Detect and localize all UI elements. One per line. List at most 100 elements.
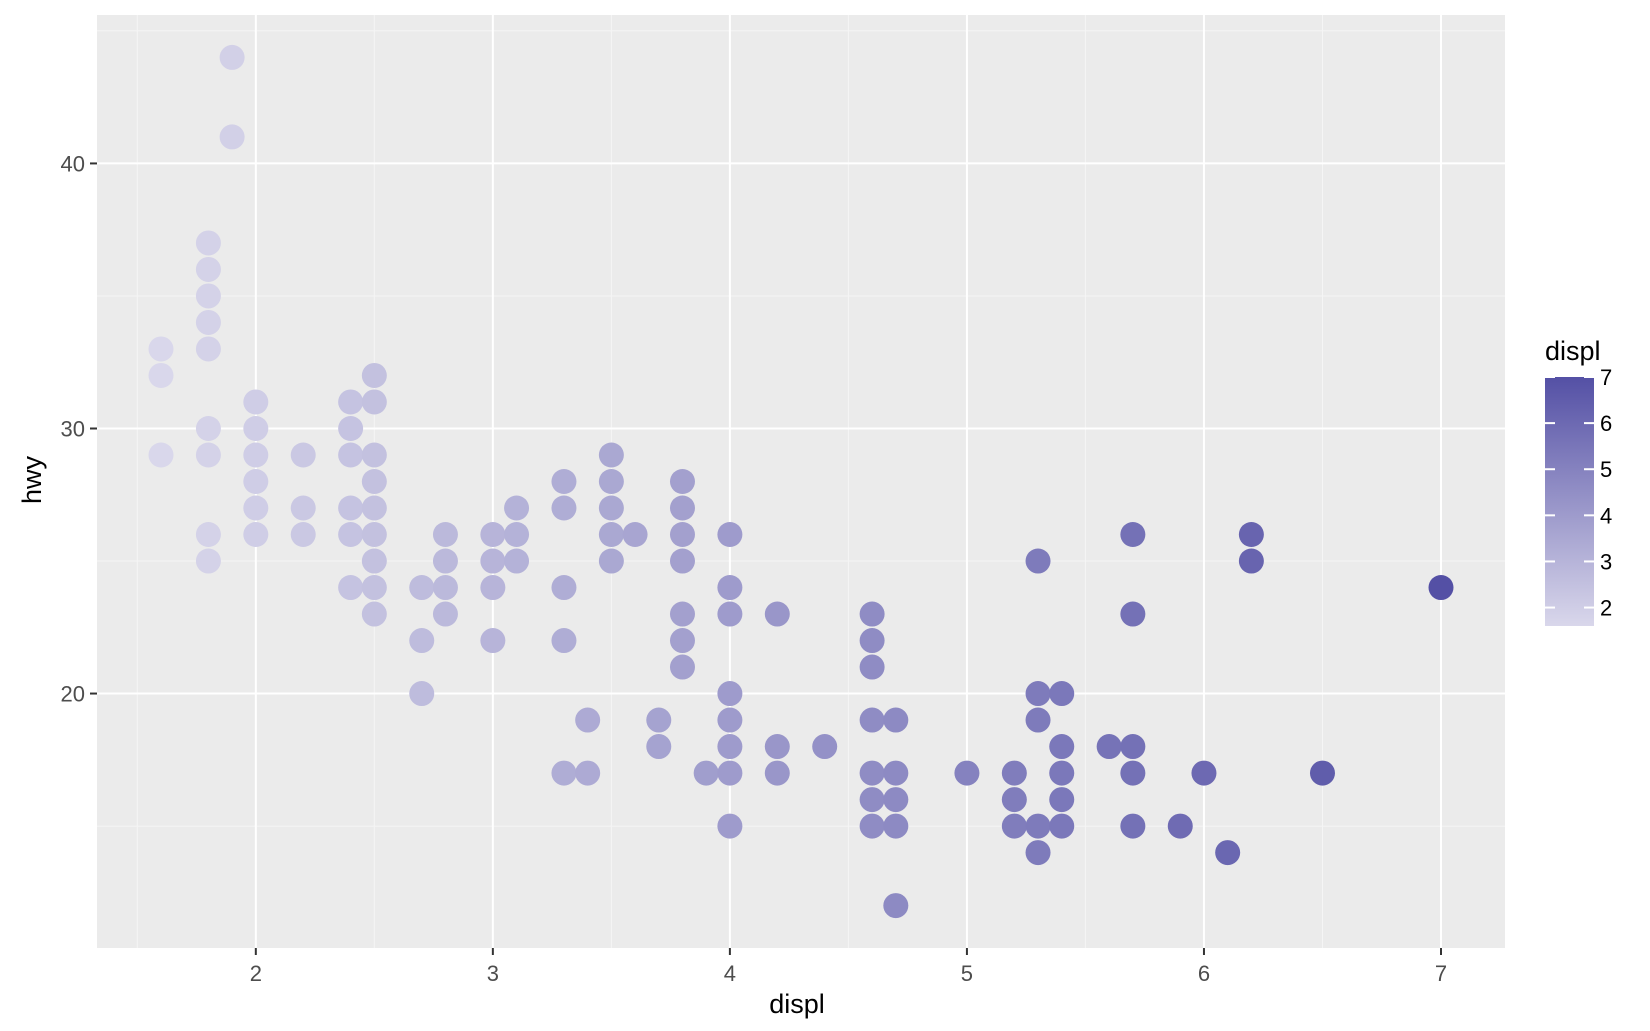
legend-tick-label: 3 xyxy=(1600,549,1612,574)
data-point xyxy=(409,575,435,601)
data-point xyxy=(1309,760,1335,786)
plot-panel xyxy=(97,15,1505,948)
data-point xyxy=(669,601,695,627)
data-point xyxy=(1215,840,1241,866)
data-point xyxy=(148,336,174,362)
data-point xyxy=(1049,734,1075,760)
data-point xyxy=(243,495,269,521)
data-point xyxy=(195,415,221,441)
data-point xyxy=(764,734,790,760)
data-point xyxy=(219,44,245,70)
data-point xyxy=(1120,522,1146,548)
data-point xyxy=(717,707,743,733)
data-point xyxy=(1049,760,1075,786)
y-axis: 20 30 40 xyxy=(61,151,97,707)
data-point xyxy=(195,256,221,282)
data-point xyxy=(883,787,909,813)
data-point xyxy=(954,760,980,786)
data-point xyxy=(1049,813,1075,839)
data-point xyxy=(859,654,885,680)
data-point xyxy=(361,495,387,521)
data-point xyxy=(1025,681,1051,707)
data-point xyxy=(195,230,221,256)
legend-tick-label: 2 xyxy=(1600,596,1612,621)
data-point xyxy=(598,522,624,548)
data-point xyxy=(1120,601,1146,627)
data-point xyxy=(361,389,387,415)
data-point xyxy=(859,813,885,839)
data-point xyxy=(551,495,577,521)
data-point xyxy=(717,601,743,627)
data-point xyxy=(361,362,387,388)
data-point xyxy=(361,469,387,494)
data-point xyxy=(338,389,364,415)
data-point xyxy=(646,707,672,733)
data-point xyxy=(338,522,364,548)
data-point xyxy=(338,442,364,468)
data-point xyxy=(859,787,885,813)
data-point xyxy=(480,575,506,601)
data-point xyxy=(195,283,221,309)
data-point xyxy=(1001,787,1027,813)
legend-tick-label: 6 xyxy=(1600,411,1612,436)
x-tick-label: 6 xyxy=(1198,961,1210,986)
data-point xyxy=(1001,760,1027,786)
data-point xyxy=(361,522,387,548)
legend-title: displ xyxy=(1545,336,1601,366)
data-point xyxy=(1025,813,1051,839)
minor-gridlines xyxy=(97,15,1505,948)
data-point xyxy=(480,628,506,654)
data-point xyxy=(1025,840,1051,866)
data-point xyxy=(883,707,909,733)
data-point xyxy=(195,442,221,468)
data-point xyxy=(148,362,174,388)
data-point xyxy=(1120,734,1146,760)
x-tick-label: 4 xyxy=(724,961,736,986)
data-point xyxy=(551,628,577,654)
data-point xyxy=(812,734,838,760)
data-point xyxy=(243,389,269,415)
data-point xyxy=(290,495,316,521)
data-point xyxy=(717,734,743,760)
y-tick-label: 20 xyxy=(61,682,85,707)
data-point xyxy=(361,575,387,601)
data-point xyxy=(551,469,577,494)
data-point xyxy=(1049,787,1075,813)
data-point xyxy=(243,415,269,441)
y-tick-label: 40 xyxy=(61,151,85,176)
data-point xyxy=(1025,548,1051,574)
data-point xyxy=(646,734,672,760)
data-point xyxy=(598,469,624,494)
legend: displ 2 3 4 5 6 7 xyxy=(1545,336,1612,626)
data-point xyxy=(883,813,909,839)
data-point xyxy=(432,601,458,627)
data-point xyxy=(480,522,506,548)
x-axis: 2 3 4 5 6 7 xyxy=(250,948,1447,986)
data-point xyxy=(338,575,364,601)
data-point xyxy=(669,522,695,548)
data-point xyxy=(575,760,601,786)
x-tick-label: 2 xyxy=(250,961,262,986)
data-point xyxy=(243,442,269,468)
data-point xyxy=(575,707,601,733)
data-point xyxy=(361,548,387,574)
x-tick-label: 5 xyxy=(961,961,973,986)
data-point xyxy=(432,575,458,601)
data-point xyxy=(764,760,790,786)
data-point xyxy=(504,495,530,521)
data-point xyxy=(717,681,743,707)
data-point xyxy=(504,548,530,574)
data-point xyxy=(764,601,790,627)
data-point xyxy=(669,469,695,494)
data-point xyxy=(551,575,577,601)
x-axis-title: displ xyxy=(769,989,825,1019)
data-point xyxy=(290,522,316,548)
data-point xyxy=(1238,522,1264,548)
data-point xyxy=(195,548,221,574)
data-point xyxy=(622,522,648,548)
data-point xyxy=(504,522,530,548)
data-point xyxy=(859,760,885,786)
data-point xyxy=(859,628,885,654)
data-point xyxy=(243,469,269,494)
